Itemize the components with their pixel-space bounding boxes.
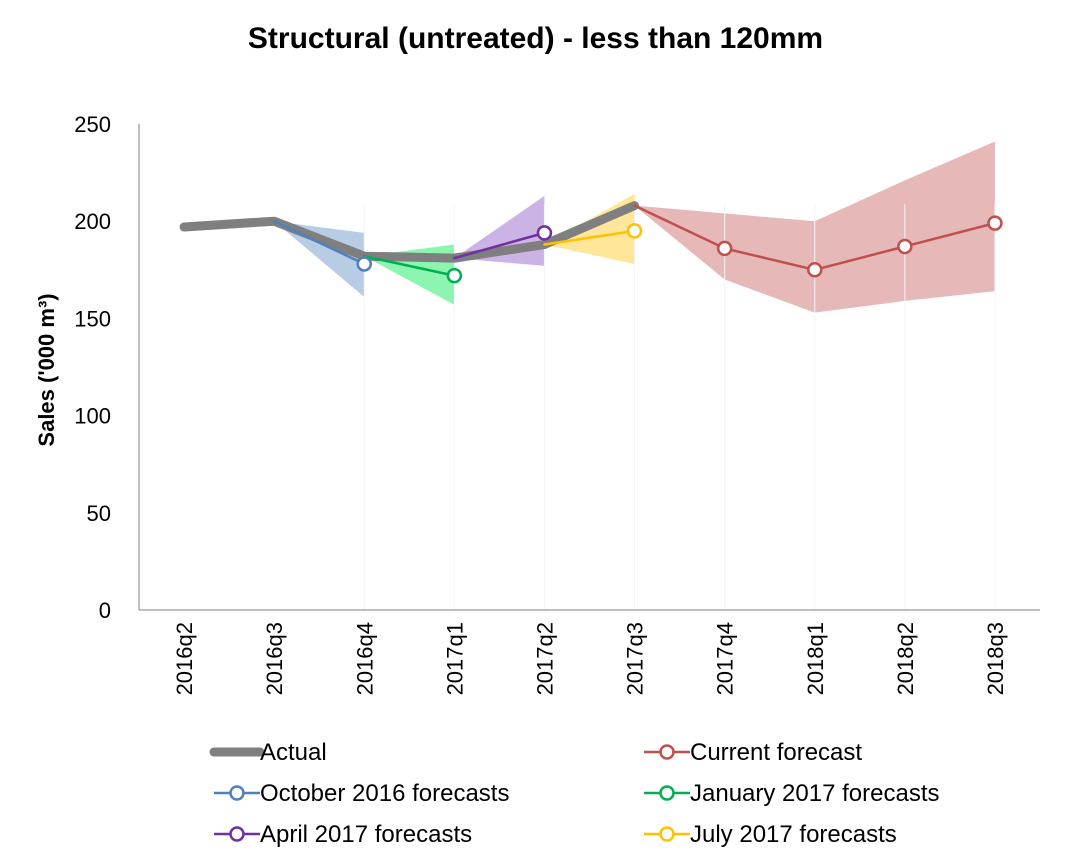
x-tick-label: 2018q1: [803, 622, 828, 695]
current-forecast-point: [897, 238, 913, 255]
legend-label: January 2017 forecasts: [690, 780, 939, 807]
october-2016-forecasts-line: [272, 219, 366, 266]
legend-label: July 2017 forecasts: [690, 821, 897, 848]
x-tick-label: 2017q3: [623, 622, 648, 695]
july-2017-forecasts-line: [543, 229, 636, 246]
legend: Actual Current forecast October 2016 forec…: [209, 739, 939, 848]
axes-layer: 0 50 100 150 200 250 2016q2 2016q3 2016q4 2017q1 2…: [34, 112, 1040, 695]
legend-item-july-2017-forecasts: July 2017 forecasts: [644, 821, 897, 848]
legend-item-actual: Actual: [209, 739, 327, 766]
july-2017-forecasts-point: [626, 223, 643, 239]
y-tick-label: 0: [99, 598, 111, 623]
legend-marker: [659, 826, 675, 842]
legend-item-october-2016-forecasts: October 2016 forecasts: [214, 780, 509, 807]
october-2016-forecasts-band: [274, 221, 365, 298]
legend-marker: [659, 785, 675, 801]
current-forecast-point: [807, 262, 823, 278]
x-tick-label: 2017q1: [442, 622, 467, 695]
y-tick-label: 200: [74, 209, 111, 234]
markers-layer: [356, 215, 1003, 284]
x-tick-label: 2016q3: [262, 622, 287, 695]
chart-title: Structural (untreated) - less than 120mm: [247, 22, 824, 55]
legend-label: April 2017 forecasts: [260, 821, 472, 848]
x-tick-label: 2017q4: [713, 622, 738, 695]
x-tick-label: 2017q2: [532, 622, 557, 695]
y-tick-label: 250: [74, 112, 111, 137]
x-tick-label: 2016q2: [172, 622, 197, 695]
legend-label: Current forecast: [690, 739, 862, 766]
january-2017-forecasts-point: [446, 267, 463, 284]
current-forecast-point: [716, 240, 733, 257]
x-tick-label: 2018q2: [893, 622, 918, 695]
april-2017-forecasts-line: [453, 231, 546, 260]
y-axis-title: Sales ('000 m³): [34, 293, 59, 446]
y-tick-label: 50: [87, 501, 111, 526]
legend-marker: [229, 826, 245, 842]
legend-marker: [659, 744, 675, 760]
y-tick-label: 150: [74, 306, 111, 331]
legend-label: Actual: [260, 739, 327, 766]
legend-label: October 2016 forecasts: [260, 780, 509, 807]
x-tick-label: 2018q3: [983, 622, 1008, 695]
actual-line: [179, 201, 640, 263]
october-2016-forecasts-point: [356, 256, 372, 272]
legend-item-january-2017-forecasts: January 2017 forecasts: [644, 780, 939, 807]
legend-item-april-2017-forecasts: April 2017 forecasts: [214, 821, 472, 848]
legend-marker: [229, 785, 245, 801]
january-2017-forecasts-line: [363, 254, 456, 277]
current-forecast-point: [987, 215, 1003, 231]
x-tick-label: 2016q4: [352, 622, 377, 695]
april-2017-forecasts-point: [536, 225, 553, 241]
legend-item-current-forecast: Current forecast: [644, 739, 862, 766]
y-tick-label: 100: [74, 404, 111, 429]
